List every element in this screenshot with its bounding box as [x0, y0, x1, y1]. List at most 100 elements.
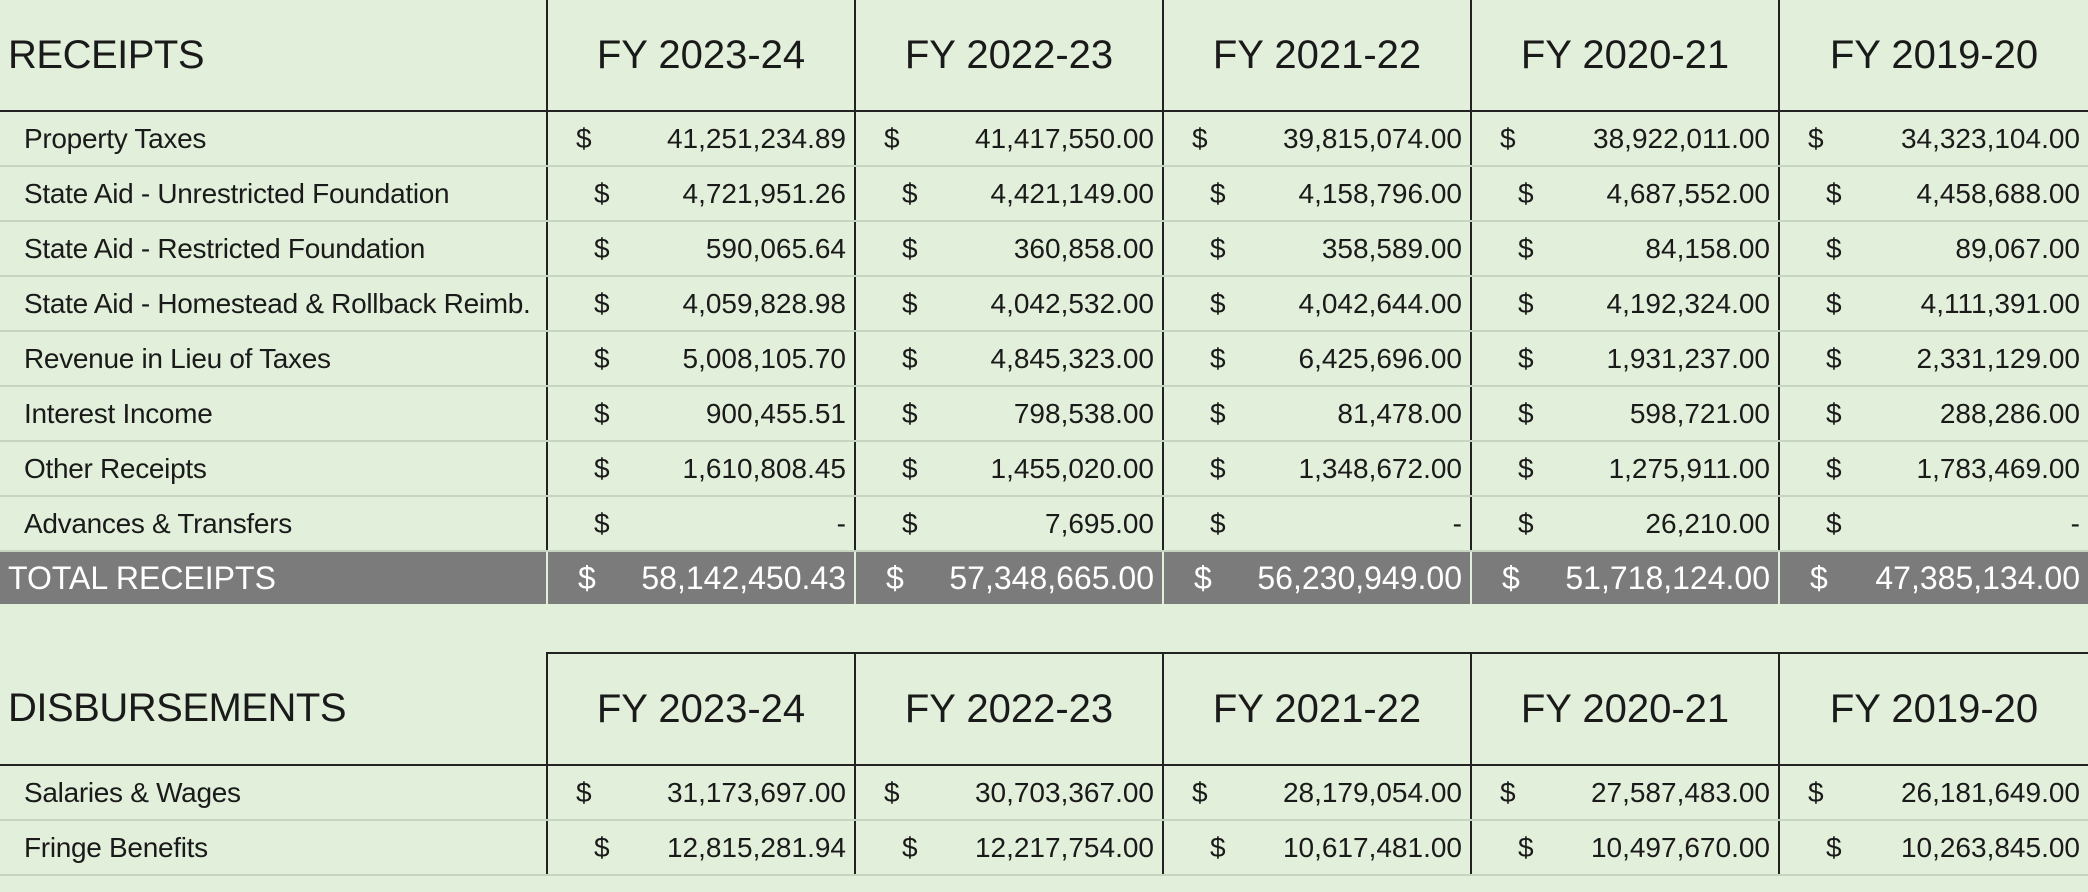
- amount-value: 84,158.00: [1645, 232, 1770, 264]
- total-receipts-row: TOTAL RECEIPTS $58,142,450.43 $57,348,66…: [0, 551, 2088, 604]
- currency-symbol: $: [594, 232, 610, 264]
- amount-cell: $4,458,688.00: [1778, 166, 2088, 222]
- currency-symbol: $: [902, 232, 918, 264]
- currency-symbol: $: [902, 287, 918, 319]
- total-cell: $56,230,949.00: [1162, 551, 1471, 604]
- amount-cell: $26,181,649.00: [1778, 765, 2088, 821]
- amount-cell: $84,158.00: [1470, 221, 1779, 277]
- amount-value: 4,192,324.00: [1606, 287, 1771, 319]
- amount-cell: $10,617,481.00: [1162, 820, 1471, 876]
- currency-symbol: $: [1826, 232, 1842, 264]
- amount-value: 1,455,020.00: [990, 452, 1155, 484]
- amount-cell: $28,179,054.00: [1162, 765, 1471, 821]
- amount-value: 798,538.00: [1013, 397, 1154, 429]
- amount-value: 1,610,808.45: [682, 452, 847, 484]
- total-cell: $47,385,134.00: [1778, 551, 2088, 604]
- amount-value: 4,458,688.00: [1916, 177, 2081, 209]
- currency-symbol: $: [1502, 559, 1520, 596]
- amount-value: 4,158,796.00: [1298, 177, 1463, 209]
- amount-cell: $4,042,644.00: [1162, 276, 1471, 332]
- currency-symbol: $: [1210, 232, 1226, 264]
- amount-value: 4,042,644.00: [1298, 287, 1463, 319]
- currency-symbol: $: [578, 559, 596, 596]
- currency-symbol: $: [1826, 507, 1842, 539]
- amount-value: 360,858.00: [1013, 232, 1154, 264]
- amount-value: 1,348,672.00: [1298, 452, 1463, 484]
- row-label: State Aid - Homestead & Rollback Reimb.: [0, 276, 547, 332]
- fy-header: FY 2023-24: [546, 0, 855, 112]
- amount-cell: $38,922,011.00: [1470, 111, 1779, 167]
- currency-symbol: $: [902, 507, 918, 539]
- amount-cell: $ -: [1778, 496, 2088, 552]
- total-cell: $58,142,450.43: [546, 551, 855, 604]
- amount-cell: $288,286.00: [1778, 386, 2088, 442]
- amount-cell: $34,323,104.00: [1778, 111, 2088, 167]
- currency-symbol: $: [576, 122, 592, 154]
- amount-value: 4,845,323.00: [990, 342, 1155, 374]
- amount-value: 31,173,697.00: [666, 776, 846, 808]
- currency-symbol: $: [1826, 177, 1842, 209]
- fy-header: FY 2019-20: [1778, 0, 2088, 112]
- currency-symbol: $: [1518, 452, 1534, 484]
- total-cell: $57,348,665.00: [854, 551, 1163, 604]
- currency-symbol: $: [594, 452, 610, 484]
- amount-value: 5,008,105.70: [682, 342, 847, 374]
- currency-symbol: $: [1808, 776, 1824, 808]
- currency-symbol: $: [1500, 776, 1516, 808]
- total-value: 56,230,949.00: [1257, 559, 1462, 596]
- currency-symbol: $: [1518, 177, 1534, 209]
- receipts-title: RECEIPTS: [0, 0, 547, 112]
- amount-cell: $26,210.00: [1470, 496, 1779, 552]
- amount-cell: $358,589.00: [1162, 221, 1471, 277]
- row-label: Fringe Benefits: [0, 820, 547, 876]
- amount-cell: $4,042,532.00: [854, 276, 1163, 332]
- amount-cell: $1,348,672.00: [1162, 441, 1471, 497]
- currency-symbol: $: [1808, 122, 1824, 154]
- table-row: State Aid - Homestead & Rollback Reimb. $…: [0, 276, 2088, 332]
- currency-symbol: $: [902, 397, 918, 429]
- amount-cell: $4,721,951.26: [546, 166, 855, 222]
- row-label: Advances & Transfers: [0, 496, 547, 552]
- currency-symbol: $: [576, 776, 592, 808]
- amount-value: 6,425,696.00: [1298, 342, 1463, 374]
- currency-symbol: $: [1826, 831, 1842, 863]
- amount-value: 81,478.00: [1337, 397, 1462, 429]
- fy-header: FY 2022-23: [854, 652, 1163, 766]
- fy-header: FY 2022-23: [854, 0, 1163, 112]
- currency-symbol: $: [1210, 397, 1226, 429]
- amount-cell: $598,721.00: [1470, 386, 1779, 442]
- amount-value: 900,455.51: [705, 397, 846, 429]
- total-value: 47,385,134.00: [1875, 559, 2080, 596]
- fy-header: FY 2020-21: [1470, 0, 1779, 112]
- table-row: Property Taxes $41,251,234.89 $41,417,550.…: [0, 111, 2088, 167]
- currency-symbol: $: [1210, 507, 1226, 539]
- fy-header: FY 2020-21: [1470, 652, 1779, 766]
- currency-symbol: $: [1518, 397, 1534, 429]
- fy-header: FY 2021-22: [1162, 0, 1471, 112]
- table-row: State Aid - Unrestricted Foundation $4,72…: [0, 166, 2088, 222]
- amount-value: 38,922,011.00: [1593, 122, 1770, 154]
- currency-symbol: $: [1826, 397, 1842, 429]
- currency-symbol: $: [1826, 452, 1842, 484]
- amount-cell: $4,111,391.00: [1778, 276, 2088, 332]
- table-row: Other Receipts $1,610,808.45 $1,455,020.00…: [0, 441, 2088, 497]
- amount-value: 1,931,237.00: [1606, 342, 1771, 374]
- amount-cell: $4,158,796.00: [1162, 166, 1471, 222]
- currency-symbol: $: [902, 342, 918, 374]
- currency-symbol: $: [1518, 342, 1534, 374]
- currency-symbol: $: [902, 831, 918, 863]
- disbursements-title: DISBURSEMENTS: [0, 653, 547, 766]
- table-row: Advances & Transfers $ - $7,695.00 $ - $26,210…: [0, 496, 2088, 552]
- amount-cell: $10,263,845.00: [1778, 820, 2088, 876]
- amount-value: 4,059,828.98: [682, 287, 847, 319]
- amount-value: 30,703,367.00: [974, 776, 1154, 808]
- currency-symbol: $: [1210, 831, 1226, 863]
- currency-symbol: $: [594, 342, 610, 374]
- currency-symbol: $: [1518, 287, 1534, 319]
- fy-header: FY 2021-22: [1162, 652, 1471, 766]
- amount-value: 4,687,552.00: [1606, 177, 1771, 209]
- currency-symbol: $: [1210, 287, 1226, 319]
- amount-cell: $2,331,129.00: [1778, 331, 2088, 387]
- currency-symbol: $: [884, 776, 900, 808]
- amount-cell: $4,192,324.00: [1470, 276, 1779, 332]
